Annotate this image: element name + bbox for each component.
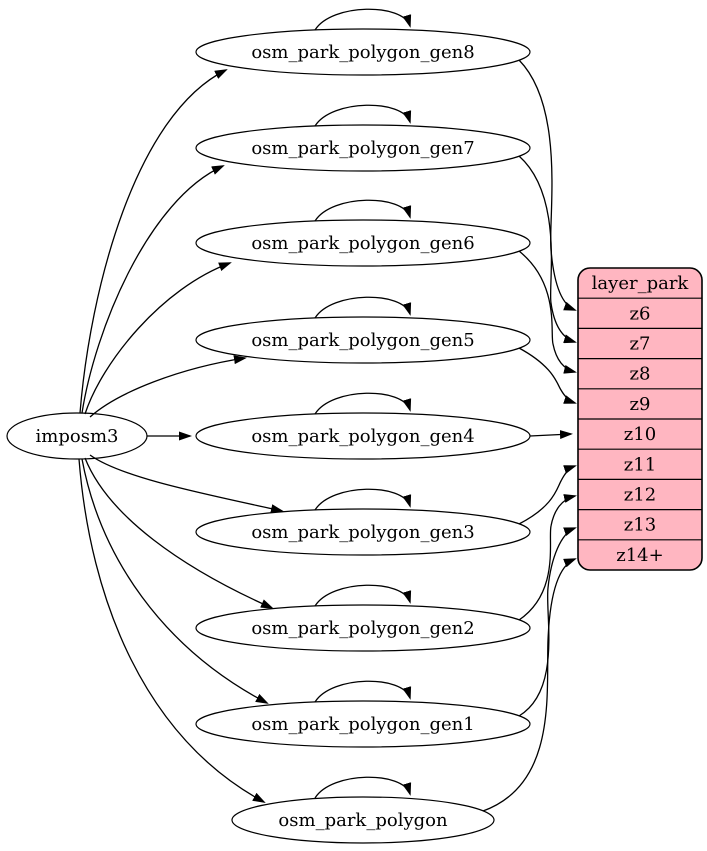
edge-imposm3-to-osm_park_polygon_gen6 xyxy=(84,262,232,415)
edge-imposm3-to-osm_park_polygon_gen7 xyxy=(81,165,225,414)
node-label-osm_park_polygon_gen4: osm_park_polygon_gen4 xyxy=(251,426,474,447)
layer-row-z6: z6 xyxy=(630,303,651,324)
edge-osm_park_polygon_gen2-to-osm_park_polygon_gen2 xyxy=(314,584,412,607)
node-osm_park_polygon_gen8: osm_park_polygon_gen8 xyxy=(195,28,531,76)
edge-imposm3-to-osm_park_polygon_gen5 xyxy=(89,355,247,418)
node-osm_park_polygon_gen7: osm_park_polygon_gen7 xyxy=(195,124,531,172)
node-osm_park_polygon_gen2: osm_park_polygon_gen2 xyxy=(195,604,531,652)
layer-row-z9: z9 xyxy=(630,394,651,415)
layer-row-z10: z10 xyxy=(624,424,656,445)
layer-row-z12: z12 xyxy=(624,485,656,506)
node-ellipse-osm_park_polygon xyxy=(231,796,495,844)
node-label-osm_park_polygon: osm_park_polygon xyxy=(278,810,448,831)
node-ellipse-osm_park_polygon_gen5 xyxy=(195,316,531,364)
node-osm_park_polygon: osm_park_polygon xyxy=(231,796,495,844)
node-ellipse-osm_park_polygon_gen2 xyxy=(195,604,531,652)
edge-osm_park_polygon_gen4-to-z10 xyxy=(529,430,573,440)
node-ellipse-osm_park_polygon_gen6 xyxy=(195,219,531,267)
edge-osm_park_polygon_gen8-to-osm_park_polygon_gen8 xyxy=(314,8,412,31)
edge-osm_park_polygon_gen3-to-osm_park_polygon_gen3 xyxy=(314,488,412,511)
layer-row-z8: z8 xyxy=(630,364,651,385)
edge-osm_park_polygon_gen4-to-osm_park_polygon_gen4 xyxy=(314,392,412,415)
node-layer_park: layer_park z6 z7 z8 z9 z10 z11 z12 z13 z14+ xyxy=(577,267,703,571)
edge-imposm3-to-osm_park_polygon_gen8 xyxy=(79,69,228,414)
node-label-imposm3: imposm3 xyxy=(36,426,119,447)
edge-osm_park_polygon_gen1-to-osm_park_polygon_gen1 xyxy=(314,680,412,703)
layer-row-z14+: z14+ xyxy=(616,545,663,566)
node-ellipse-osm_park_polygon_gen1 xyxy=(195,700,531,748)
layer-row-z7: z7 xyxy=(630,334,651,355)
node-ellipse-osm_park_polygon_gen8 xyxy=(195,28,531,76)
node-osm_park_polygon_gen5: osm_park_polygon_gen5 xyxy=(195,316,531,364)
edge-osm_park_polygon_gen3-to-z11 xyxy=(518,465,577,525)
node-osm_park_polygon_gen6: osm_park_polygon_gen6 xyxy=(195,219,531,267)
edge-osm_park_polygon_gen7-to-z7 xyxy=(518,155,577,344)
edge-imposm3-to-osm_park_polygon xyxy=(78,458,266,803)
edge-osm_park_polygon_gen7-to-osm_park_polygon_gen7 xyxy=(314,104,412,127)
layer-row-z11: z11 xyxy=(624,454,656,475)
node-label-osm_park_polygon_gen7: osm_park_polygon_gen7 xyxy=(251,138,474,159)
node-osm_park_polygon_gen3: osm_park_polygon_gen3 xyxy=(195,508,531,556)
node-osm_park_polygon_gen4: osm_park_polygon_gen4 xyxy=(195,412,531,460)
edge-osm_park_polygon_gen6-to-z8 xyxy=(518,250,577,374)
node-ellipse-osm_park_polygon_gen3 xyxy=(195,508,531,556)
node-label-osm_park_polygon_gen5: osm_park_polygon_gen5 xyxy=(251,330,474,351)
layer-park-title: layer_park xyxy=(592,273,690,294)
edge-osm_park_polygon_gen6-to-osm_park_polygon_gen6 xyxy=(314,199,412,222)
edge-imposm3-to-osm_park_polygon_gen1 xyxy=(81,458,269,704)
node-ellipse-osm_park_polygon_gen7 xyxy=(195,124,531,172)
edge-imposm3-to-osm_park_polygon_gen3 xyxy=(89,454,284,514)
node-label-osm_park_polygon_gen1: osm_park_polygon_gen1 xyxy=(251,714,474,735)
node-label-osm_park_polygon_gen2: osm_park_polygon_gen2 xyxy=(251,618,474,639)
node-imposm3: imposm3 xyxy=(6,412,148,460)
edge-imposm3-to-osm_park_polygon_gen2 xyxy=(84,457,274,609)
node-osm_park_polygon_gen1: osm_park_polygon_gen1 xyxy=(195,700,531,748)
node-label-osm_park_polygon_gen8: osm_park_polygon_gen8 xyxy=(251,42,474,63)
edge-osm_park_polygon-to-osm_park_polygon xyxy=(314,776,412,799)
node-label-osm_park_polygon_gen3: osm_park_polygon_gen3 xyxy=(251,522,474,543)
edge-osm_park_polygon_gen2-to-z12 xyxy=(518,494,577,621)
edge-osm_park_polygon_gen8-to-z6 xyxy=(518,59,577,311)
layer-row-z13: z13 xyxy=(624,515,656,536)
node-label-osm_park_polygon_gen6: osm_park_polygon_gen6 xyxy=(251,233,474,254)
edge-osm_park_polygon-to-z14+ xyxy=(482,558,577,812)
edge-osm_park_polygon_gen5-to-osm_park_polygon_gen5 xyxy=(314,296,412,319)
edge-osm_park_polygon_gen1-to-z13 xyxy=(518,527,577,717)
edge-osm_park_polygon_gen5-to-z9 xyxy=(518,347,577,404)
